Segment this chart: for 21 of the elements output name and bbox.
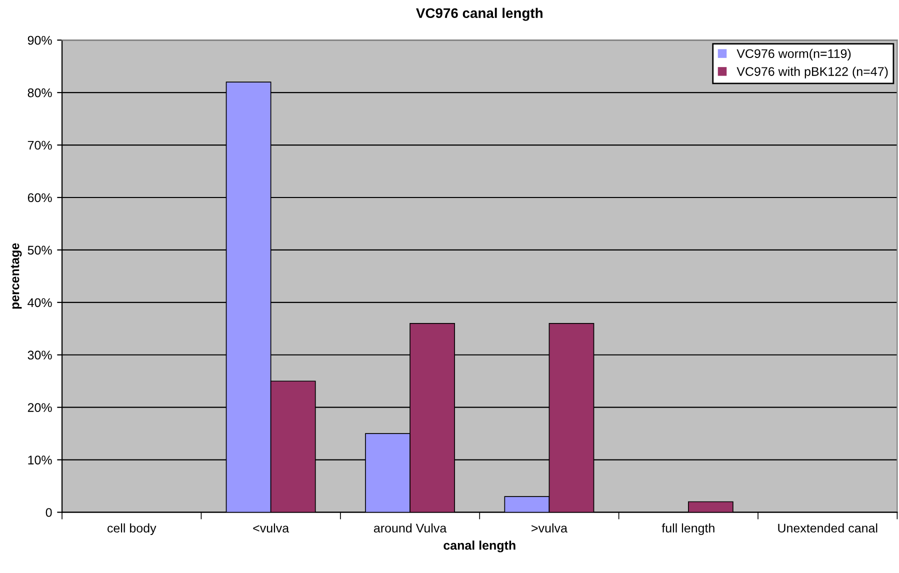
y-tick-label: 60% [28,193,52,202]
y-tick-label: 10% [28,456,52,464]
y-tick-label: 40% [28,298,52,308]
x-tick-label: Unextended canal [778,523,878,533]
y-tick-label: 70% [28,140,52,150]
x-tick-label: cell body [107,523,156,536]
x-axis-title: canal length [444,540,516,552]
y-tick-label: 80% [28,88,52,98]
y-tick-label: 0 [46,508,52,517]
chart-title: VC976 canal length [416,8,542,21]
x-tick-label: around Vulva [374,523,447,533]
x-tick-label: <vulva [253,523,290,533]
y-tick-label: 90% [28,36,52,45]
legend-label: VC976 worm(n=119) [736,48,851,61]
x-tick-label: full length [662,523,714,536]
y-axis-title: percentage [10,243,22,309]
y-tick-label: 50% [28,246,52,255]
x-tick-label: >vulva [532,523,568,533]
legend-label: VC976 with pBK122 (n=47) [736,66,888,78]
y-tick-label: 30% [28,350,52,360]
y-tick-label: 20% [28,403,52,412]
